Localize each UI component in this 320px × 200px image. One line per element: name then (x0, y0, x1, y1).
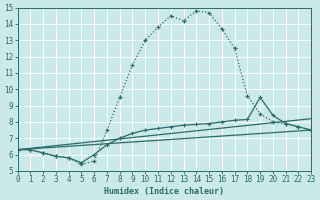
X-axis label: Humidex (Indice chaleur): Humidex (Indice chaleur) (104, 187, 224, 196)
